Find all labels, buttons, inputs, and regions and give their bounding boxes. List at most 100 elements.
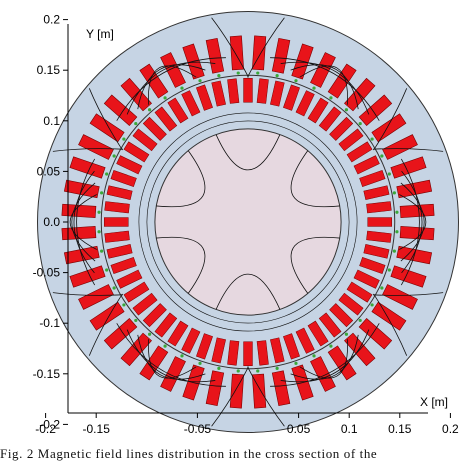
x-tick-label: 0.15 xyxy=(388,422,412,436)
magnet xyxy=(395,210,399,214)
field-line xyxy=(401,170,423,274)
rotor-bar xyxy=(154,312,178,338)
field-line xyxy=(280,61,370,115)
magnet xyxy=(163,344,167,348)
rotor-bar xyxy=(283,333,300,360)
stator-winding xyxy=(371,113,407,143)
stator-winding xyxy=(139,345,169,381)
rotor-bar xyxy=(110,170,137,187)
rotor-bar xyxy=(256,340,269,366)
magnet xyxy=(275,74,279,78)
magnet xyxy=(134,318,138,323)
stator-winding xyxy=(205,370,225,407)
field-line xyxy=(211,17,249,78)
rotor-bar xyxy=(366,230,392,243)
magnet xyxy=(198,79,202,83)
magnet xyxy=(312,86,316,90)
y-tick-label: 0.15 xyxy=(37,63,61,77)
field-line xyxy=(148,65,197,105)
rotor-bar xyxy=(359,257,386,274)
rotor-bar xyxy=(243,341,253,366)
y-axis-label: Y [m] xyxy=(86,27,114,41)
rotor-bar xyxy=(181,327,201,354)
rotor-bar xyxy=(270,337,285,364)
field-line xyxy=(373,88,408,151)
rotor-bar xyxy=(132,128,158,152)
stator-winding xyxy=(78,134,114,160)
magnet xyxy=(100,249,104,253)
stator-winding xyxy=(61,225,97,241)
field-line xyxy=(299,65,348,105)
magnet xyxy=(392,249,396,253)
rotor-bar xyxy=(106,244,133,259)
magnet xyxy=(180,86,184,90)
rotor-bar xyxy=(104,201,130,214)
field-line xyxy=(247,366,285,427)
stator-winding xyxy=(103,94,138,126)
stator-winding xyxy=(371,301,407,331)
y-tick-label: 0.0 xyxy=(43,215,60,229)
field-line xyxy=(138,112,358,332)
field-line xyxy=(126,329,216,383)
magnet xyxy=(344,108,349,112)
magnet xyxy=(198,361,202,365)
magnet xyxy=(100,191,104,195)
field-line xyxy=(73,170,95,274)
magnet xyxy=(105,172,109,176)
rotor-bar xyxy=(338,128,364,152)
rotor-bar xyxy=(329,303,354,328)
field-line xyxy=(146,120,350,324)
magnet xyxy=(395,230,399,234)
stator-winding xyxy=(399,225,435,241)
plot-area xyxy=(37,11,459,433)
magnet xyxy=(344,332,349,336)
rotor-bar xyxy=(110,257,137,274)
rotor-bar xyxy=(307,97,329,124)
field-line xyxy=(137,64,206,110)
magnet xyxy=(312,354,316,358)
stator-winding xyxy=(382,134,418,160)
magnet xyxy=(256,369,260,373)
magnet xyxy=(97,210,101,214)
rotor-bar xyxy=(329,116,354,141)
stator-winding xyxy=(390,156,427,179)
rotor-bar xyxy=(353,155,380,175)
y-tick-label: 0.05 xyxy=(37,164,61,178)
magnet xyxy=(236,71,240,75)
rotor-bar xyxy=(338,292,364,316)
field-line xyxy=(156,236,206,294)
x-tick-label: -0.15 xyxy=(83,422,111,436)
stator-winding xyxy=(89,113,125,143)
figure-caption: Fig. 2 Magnetic field lines distribution… xyxy=(0,446,378,461)
rotor-bar xyxy=(270,80,285,107)
field-line xyxy=(137,334,206,380)
magnet xyxy=(134,121,138,126)
field-lines xyxy=(52,17,444,427)
stator-winding xyxy=(390,265,427,288)
field-line xyxy=(76,158,96,286)
magnet xyxy=(294,79,298,83)
rotor-bar xyxy=(123,281,150,303)
rotor-bar xyxy=(227,78,240,104)
magnet xyxy=(380,286,384,290)
stator-winding xyxy=(327,345,357,381)
y-tick-label: -0.2 xyxy=(39,417,60,431)
rotor-bar xyxy=(359,170,386,187)
stator-winding xyxy=(89,301,125,331)
rotor-bar xyxy=(106,185,133,200)
magnet xyxy=(370,303,374,307)
magnet xyxy=(275,366,279,370)
magnet xyxy=(358,121,362,126)
magnet xyxy=(147,108,152,112)
stator-winding xyxy=(271,37,291,74)
stator-winding xyxy=(358,318,393,350)
rotor-bar xyxy=(307,320,329,347)
y-tick-label: -0.05 xyxy=(33,266,61,280)
field-line xyxy=(88,88,123,151)
rotor-bars xyxy=(104,78,392,366)
rotor-bar xyxy=(123,141,150,163)
stator-winding xyxy=(78,284,114,310)
magnet xyxy=(236,369,240,373)
field-line xyxy=(156,150,206,208)
rotor-bar xyxy=(142,116,167,141)
